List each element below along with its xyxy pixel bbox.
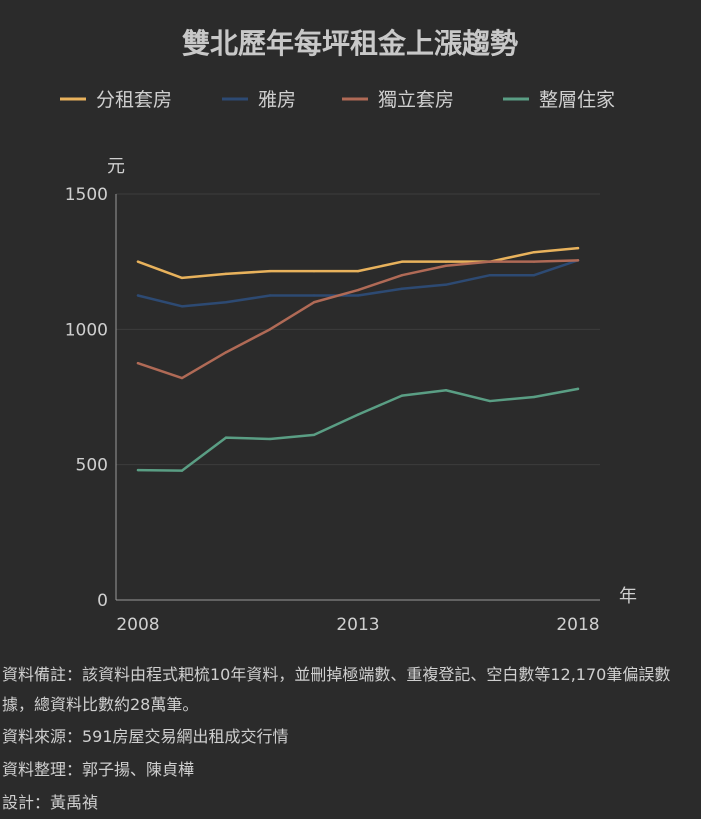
data-point — [356, 269, 360, 273]
tick-labels: 0 500 1000 1500 2008 2013 2018 — [65, 185, 600, 635]
data-point — [444, 260, 448, 263]
data-point — [224, 272, 228, 276]
data-point — [400, 260, 404, 263]
data-point — [180, 276, 184, 280]
series-line-0 — [136, 246, 580, 280]
chart-title: 雙北歷年每坪租金上漲趨勢 — [182, 27, 518, 60]
data-point — [312, 433, 316, 437]
data-point — [532, 395, 536, 399]
axes — [115, 194, 600, 601]
x-axis-label: 年 — [619, 586, 637, 607]
data-point — [224, 436, 228, 439]
gridlines — [116, 193, 600, 466]
data-point — [356, 294, 360, 297]
data-point — [180, 305, 184, 308]
data-point — [312, 269, 316, 273]
y-tick-label-1500: 1500 — [65, 185, 108, 205]
data-point — [576, 246, 580, 250]
data-point — [180, 376, 184, 380]
data-point — [136, 361, 140, 365]
x-tick-label-2018: 2018 — [556, 615, 599, 635]
data-point — [180, 469, 184, 472]
note-data-source: 資料來源：591房屋交易網出租成交行情 — [2, 727, 289, 746]
data-point — [532, 274, 536, 277]
data-point — [488, 399, 492, 403]
data-point — [136, 468, 140, 472]
data-point — [136, 294, 140, 297]
series-line-1 — [136, 259, 580, 308]
legend-label-3: 整層住家 — [539, 89, 615, 111]
legend-label-0: 分租套房 — [96, 89, 172, 111]
data-point — [444, 389, 448, 392]
legend-label-2: 獨立套房 — [378, 89, 454, 111]
data-point — [576, 387, 580, 391]
series-lines — [136, 246, 580, 472]
series-line-2 — [136, 259, 580, 380]
note-design: 設計：黃禹禎 — [2, 793, 99, 812]
note-data-compiled-by: 資料整理：郭子揚、陳貞樺 — [2, 760, 195, 779]
y-tick-label-1000: 1000 — [65, 320, 108, 340]
note-data-remark: 資料備註：該資料由程式耙梳10年資料，並刪掉極端數、重複登記、空白數等12,17… — [2, 665, 671, 714]
x-tick-label-2008: 2008 — [116, 615, 159, 635]
data-point — [268, 294, 272, 297]
data-point — [356, 288, 360, 292]
data-point — [444, 283, 448, 286]
data-point — [268, 328, 272, 331]
data-point — [312, 301, 316, 304]
legend-label-1: 雅房 — [258, 89, 296, 111]
data-point — [356, 413, 360, 416]
data-point — [224, 351, 228, 354]
data-point — [268, 437, 272, 441]
footnotes: 資料備註：該資料由程式耙梳10年資料，並刪掉極端數、重複登記、空白數等12,17… — [2, 660, 697, 819]
data-point — [224, 301, 228, 304]
data-point — [488, 260, 492, 263]
data-point — [444, 264, 448, 267]
data-point — [532, 260, 536, 263]
x-tick-label-2013: 2013 — [336, 615, 379, 635]
data-point — [312, 294, 316, 297]
data-point — [400, 274, 404, 277]
chart: 雙北歷年每坪租金上漲趨勢 分租套房 雅房 獨立套房 整層住家 元 年 0 500 1000… — [60, 27, 637, 635]
y-tick-label-500: 500 — [76, 456, 108, 476]
data-point — [488, 274, 492, 277]
y-axis-label: 元 — [107, 156, 125, 177]
series-line-3 — [136, 387, 580, 472]
data-point — [532, 250, 536, 254]
legend: 分租套房 雅房 獨立套房 整層住家 — [60, 89, 615, 111]
data-point — [136, 260, 140, 263]
data-point — [576, 259, 580, 262]
data-point — [400, 394, 404, 397]
data-point — [268, 269, 272, 273]
y-tick-label-0: 0 — [97, 591, 108, 611]
data-point — [400, 287, 404, 290]
